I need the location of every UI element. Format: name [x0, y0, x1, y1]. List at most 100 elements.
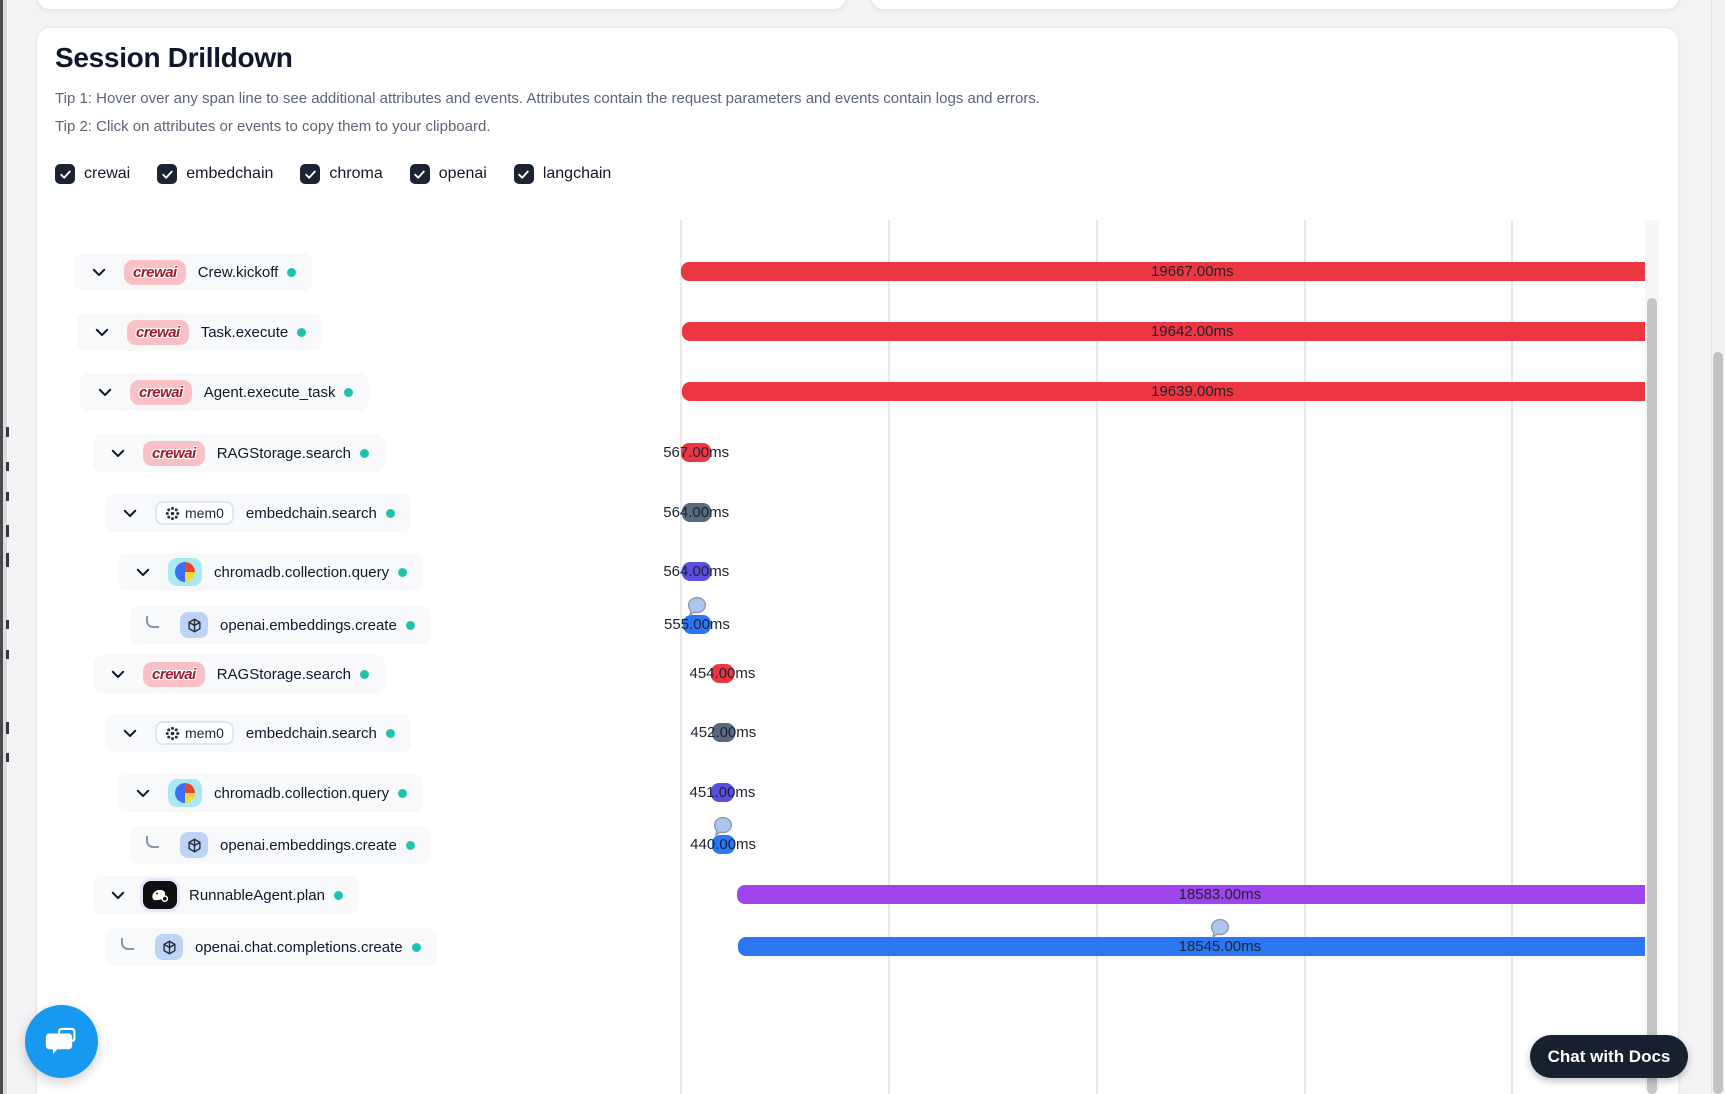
span-duration-label: 19642.00ms: [1150, 323, 1234, 340]
span-row-RAGStorage.search[interactable]: crewai RAGStorage.search: [93, 434, 385, 472]
status-dot: [385, 728, 395, 738]
window-scrollbar-thumb[interactable]: [1713, 352, 1723, 1094]
span-duration-label: 440.00ms: [690, 836, 757, 853]
span-duration-label: 19639.00ms: [1151, 383, 1234, 400]
span-duration-label: 18583.00ms: [1178, 886, 1262, 903]
span-name: RAGStorage.search: [216, 444, 351, 462]
span-bar-RAGStorage.search[interactable]: [710, 664, 735, 683]
chevron-down-icon[interactable]: [93, 323, 111, 341]
filter-label: embedchain: [186, 165, 274, 182]
span-row-openai.embeddings.create[interactable]: openai.embeddings.create: [130, 826, 431, 864]
event-bubble-icon[interactable]: [686, 596, 707, 617]
span-name: embedchain.search: [245, 724, 377, 742]
span-row-openai.chat.completions.create[interactable]: openai.chat.completions.create: [105, 928, 437, 966]
span-row-RAGStorage.search[interactable]: crewai RAGStorage.search: [93, 655, 385, 693]
span-bar-embedchain.search[interactable]: [681, 503, 711, 522]
span-bar-RunnableAgent.plan[interactable]: [736, 885, 1645, 904]
span-name: Agent.execute_task: [203, 383, 336, 401]
timeline-bars-area: [681, 262, 1645, 956]
status-dot: [398, 788, 408, 798]
chevron-down-icon[interactable]: [96, 383, 114, 401]
openai-icon: [187, 618, 201, 632]
checkbox-checked-icon[interactable]: [300, 164, 321, 184]
checkbox-checked-icon[interactable]: [55, 164, 75, 184]
span-bar-Agent.execute_task[interactable]: [681, 382, 1645, 401]
span-duration-label: 555.00ms: [664, 616, 730, 633]
filter-openai[interactable]: openai: [409, 164, 487, 184]
span-bar-Crew.kickoff[interactable]: [681, 262, 1645, 281]
span-name: openai.embeddings.create: [220, 836, 397, 854]
background-panel-sliver: [0, 0, 9, 1094]
chevron-down-icon[interactable]: [109, 665, 127, 683]
span-event-bubble[interactable]: [1209, 918, 1230, 939]
chevron-down-icon[interactable]: [109, 444, 127, 462]
span-name: RAGStorage.search: [216, 665, 351, 683]
chroma-icon: [175, 562, 195, 582]
span-bar-embedchain.search[interactable]: [711, 723, 736, 742]
filter-crewai[interactable]: crewai: [55, 164, 130, 184]
mem0-icon: [165, 726, 180, 740]
langchain-logo: [143, 881, 177, 909]
tree-branch-icon: [121, 938, 134, 950]
crewai-logo: crewai: [130, 379, 192, 405]
gridline: [680, 220, 682, 1094]
checkbox-checked-icon[interactable]: [409, 164, 430, 184]
event-bubble-icon[interactable]: [1209, 918, 1230, 939]
filter-label: langchain: [542, 165, 612, 182]
span-row-embedchain.search[interactable]: mem0 embedchain.search: [105, 494, 411, 532]
span-name: embedchain.search: [245, 504, 377, 522]
status-dot: [359, 448, 369, 458]
span-bar-Task.execute[interactable]: [681, 322, 1645, 341]
chevron-down-icon[interactable]: [90, 263, 108, 281]
status-dot: [411, 942, 421, 952]
crewai-logo: crewai: [143, 661, 205, 687]
span-bar-RAGStorage.search[interactable]: [681, 443, 711, 462]
span-bar-openai.chat.completions.create[interactable]: [737, 937, 1645, 956]
span-row-embedchain.search[interactable]: mem0 embedchain.search: [105, 714, 411, 752]
span-row-Agent.execute_task[interactable]: crewai Agent.execute_task: [80, 373, 370, 411]
mem0-logo: mem0: [155, 501, 234, 525]
chat-widget-button[interactable]: [25, 1005, 98, 1078]
span-name: Crew.kickoff: [197, 263, 279, 281]
tip-1: Tip 1: Hover over any span line to see a…: [55, 90, 1041, 107]
crewai-logo: crewai: [124, 259, 186, 285]
span-row-RunnableAgent.plan[interactable]: RunnableAgent.plan: [93, 876, 359, 914]
status-dot: [405, 840, 415, 850]
tree-branch-icon: [146, 616, 159, 628]
checkbox-checked-icon[interactable]: [513, 164, 534, 184]
span-row-openai.embeddings.create[interactable]: openai.embeddings.create: [130, 606, 431, 644]
filter-langchain[interactable]: langchain: [513, 164, 612, 184]
span-row-Task.execute[interactable]: crewai Task.execute: [77, 313, 323, 351]
event-bubble-icon[interactable]: [713, 816, 734, 837]
span-duration-label: 452.00ms: [690, 724, 757, 741]
filter-label: openai: [438, 165, 487, 182]
filter-chroma[interactable]: chroma: [300, 164, 383, 184]
chevron-down-icon[interactable]: [121, 724, 139, 742]
chevron-down-icon[interactable]: [134, 784, 152, 802]
span-bar-chromadb.collection.query[interactable]: [681, 562, 711, 581]
span-name: chromadb.collection.query: [214, 784, 390, 802]
tip-2: Tip 2: Click on attributes or events to …: [55, 118, 491, 135]
span-row-chromadb.collection.query[interactable]: chromadb.collection.query: [118, 553, 424, 591]
chat-with-docs-button[interactable]: Chat with Docs: [1530, 1035, 1688, 1078]
chevron-down-icon[interactable]: [109, 886, 127, 904]
span-row-chromadb.collection.query[interactable]: chromadb.collection.query: [118, 774, 424, 812]
span-event-bubble[interactable]: [713, 816, 734, 837]
span-bar-chromadb.collection.query[interactable]: [710, 783, 735, 802]
timeline-scrollbar-thumb[interactable]: [1647, 298, 1657, 1094]
status-dot: [333, 890, 343, 900]
chroma-logo: [168, 558, 202, 586]
chroma-logo: [168, 779, 202, 807]
langchain-icon: [152, 889, 169, 903]
span-bar-openai.embeddings.create[interactable]: [682, 615, 712, 634]
checkbox-checked-icon[interactable]: [157, 164, 178, 184]
span-bar-openai.embeddings.create[interactable]: [711, 835, 735, 854]
span-duration-label: 567.00ms: [663, 444, 730, 461]
filter-embedchain[interactable]: embedchain: [157, 164, 273, 184]
span-row-Crew.kickoff[interactable]: crewai Crew.kickoff: [74, 253, 313, 291]
chevron-down-icon[interactable]: [134, 563, 152, 581]
span-event-bubble[interactable]: [686, 596, 707, 617]
chevron-down-icon[interactable]: [121, 504, 139, 522]
gridline: [888, 220, 890, 1094]
openai-logo: [155, 934, 183, 960]
